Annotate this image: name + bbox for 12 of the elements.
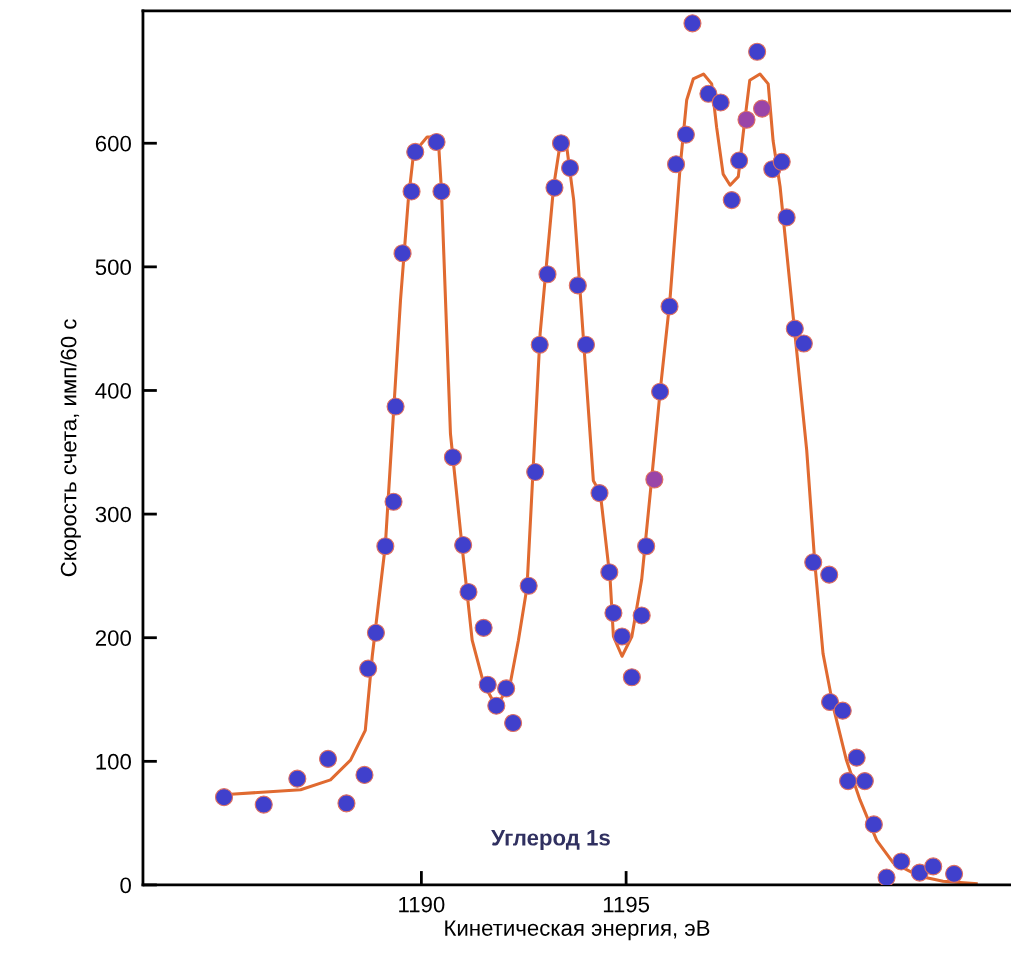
y-tick-label: 600	[95, 135, 131, 152]
x-tick-label: 1195	[603, 896, 650, 913]
y-axis-title: Скорость счета, имп/60 с	[60, 319, 81, 577]
x-axis-title: Кинетическая энергия, эВ	[445, 920, 710, 941]
y-tick-label: 500	[95, 259, 131, 276]
y-tick-label: 400	[95, 383, 131, 399]
x-tick-label: 1190	[399, 896, 445, 913]
y-tick-label: 300	[95, 506, 131, 523]
y-tick-label: 100	[96, 753, 131, 770]
y-tick-label: 0	[120, 877, 131, 894]
annotation: Углерод 1s	[491, 830, 610, 850]
y-tick-label: 200	[95, 630, 131, 646]
